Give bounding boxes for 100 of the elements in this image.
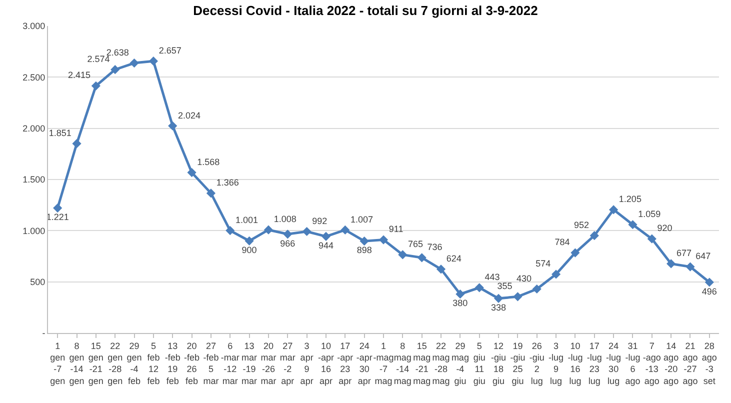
x-tick-label: 3 apr 9 apr [300, 340, 314, 386]
x-tick-label: 15 mag -21 mag [413, 340, 431, 386]
data-label: 1.221 [46, 212, 69, 222]
data-label: 966 [280, 238, 296, 248]
y-tick-label: 2.000 [22, 123, 46, 134]
data-label: 900 [242, 245, 257, 256]
data-label: 944 [318, 240, 334, 251]
x-tick-label: 3 -lug 9 lug [548, 340, 564, 386]
point [283, 230, 292, 239]
data-label: 496 [702, 286, 717, 296]
data-label: 784 [554, 237, 570, 248]
x-tick-label: 20 -feb 26 feb [184, 340, 200, 386]
point [417, 253, 426, 262]
data-label: 1.059 [638, 209, 661, 220]
point [686, 262, 695, 272]
data-label: 2.415 [68, 70, 91, 80]
point [264, 225, 274, 234]
data-label: 1.851 [48, 128, 72, 138]
x-tick-label: 17 -apr 23 apr [337, 340, 354, 386]
point [148, 56, 158, 66]
x-tick-label: 24 -apr 30 apr [356, 340, 372, 386]
point [494, 294, 504, 303]
chart-title: Decessi Covid - Italia 2022 - totali su 7 giorni al 3-9-2022 [193, 3, 538, 18]
data-label: 911 [388, 224, 404, 234]
data-label: 1.568 [197, 156, 220, 167]
point [110, 65, 120, 74]
data-label: 992 [312, 216, 328, 226]
x-tick-label: 24 -lug 30 lug [606, 340, 622, 386]
point [72, 139, 82, 148]
point [91, 81, 100, 90]
x-tick-label: 5 feb 12 feb [147, 340, 160, 386]
point [590, 231, 599, 240]
data-label: 1.001 [236, 214, 258, 225]
x-tick-label: 20 mar -26 mar [260, 340, 276, 386]
data-label: 647 [696, 251, 711, 262]
data-label: 2.024 [178, 110, 201, 120]
point [609, 205, 618, 214]
x-tick-label: 19 -giu 25 giu [510, 340, 526, 386]
data-label: 677 [676, 248, 692, 258]
x-tick-label: 27 -feb 5 mar [203, 340, 219, 386]
data-label: 1.205 [618, 194, 642, 204]
x-tick-label: 27 mar -2 apr [280, 340, 296, 386]
point [551, 270, 561, 279]
data-label: 1.366 [216, 178, 239, 188]
data-label: 952 [574, 220, 590, 230]
x-tick-label: 10 -lug 16 lug [568, 340, 583, 386]
point [187, 168, 196, 178]
x-tick-label: 13 mar -19 mar [242, 340, 258, 386]
x-tick-label: 28 ago -3 set [702, 340, 717, 386]
y-tick-label: 1.000 [22, 226, 46, 236]
data-label: 380 [452, 298, 468, 308]
point [378, 235, 388, 244]
data-label: 1.008 [274, 214, 296, 224]
y-tick-label: - [42, 328, 46, 338]
point [130, 58, 139, 68]
point [666, 259, 676, 268]
data-label: 443 [484, 272, 500, 282]
x-tick-label: 22 gen -28 gen [108, 340, 123, 386]
point [474, 283, 484, 292]
point [226, 226, 235, 236]
point [570, 248, 580, 258]
x-tick-label: 5 giu 11 giu [473, 340, 486, 386]
point [398, 250, 408, 260]
x-tick-label: 1 gen -7 gen [50, 340, 66, 386]
data-label: 765 [408, 239, 424, 250]
data-label: 624 [446, 254, 462, 264]
x-tick-label: 7 -ago -13 ago [642, 340, 661, 386]
point [456, 290, 465, 299]
x-tick-label: 1 -mag -7 mag [373, 340, 394, 386]
point [168, 121, 178, 130]
point [302, 226, 312, 236]
data-label: 1.007 [350, 214, 374, 224]
x-tick-label: 31 -lug 6 ago [625, 340, 640, 386]
data-label: 2.638 [106, 47, 129, 58]
data-label: 355 [497, 281, 512, 292]
x-tick-label: 21 ago -27 ago [682, 340, 698, 386]
point [244, 236, 254, 246]
x-tick-label: 17 -lug 23 lug [586, 340, 602, 386]
x-tick-label: 12 -giu 18 giu [491, 340, 506, 386]
y-tick-label: 1.500 [22, 174, 46, 185]
point [513, 292, 522, 302]
data-label: 574 [536, 258, 551, 269]
data-label: 2.657 [158, 45, 182, 56]
data-label: 898 [356, 245, 372, 256]
point [647, 234, 656, 244]
x-tick-label: 6 -mar -12 mar [220, 340, 240, 386]
point [628, 220, 638, 230]
x-tick-label: 8 gen -14 gen [69, 340, 84, 386]
x-tick-label: 8 mag -14 mag [394, 340, 412, 386]
x-tick-label: 29 mag -4 giu [451, 340, 469, 386]
x-tick-label: 22 mag -28 mag [432, 340, 450, 386]
x-tick-label: 29 gen -4 feb [126, 340, 142, 386]
point [340, 225, 350, 234]
point [321, 232, 331, 241]
x-tick-label: 10 -apr 16 apr [318, 340, 334, 386]
y-tick-label: 2.500 [22, 72, 46, 82]
x-tick-label: 14 ago -20 ago [664, 340, 679, 386]
data-label: 920 [657, 223, 672, 234]
data-label: 430 [516, 273, 532, 284]
y-tick-label: 3.000 [22, 21, 46, 32]
